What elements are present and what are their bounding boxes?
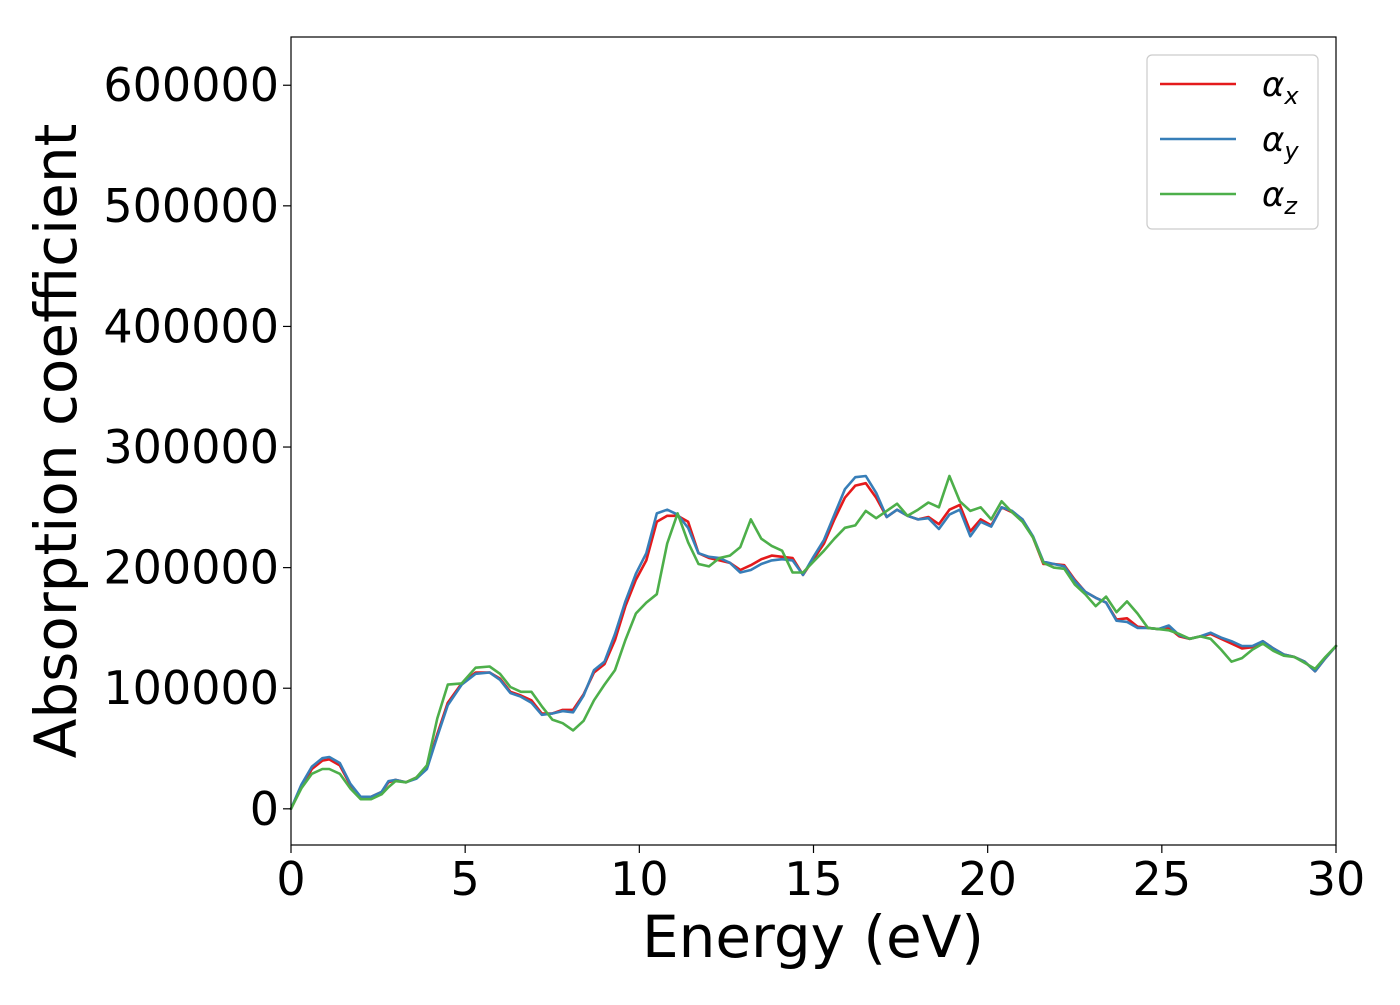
- x-tick-label: 10: [610, 852, 669, 906]
- x-tick-label: 5: [451, 852, 480, 906]
- x-tick-label: 25: [1133, 852, 1192, 906]
- x-tick-label: 20: [958, 852, 1017, 906]
- y-tick-label: 100000: [103, 661, 279, 715]
- series-line-z: [289, 474, 1338, 811]
- y-axis-label: Absorption coefficient: [22, 124, 90, 759]
- x-tick-label: 30: [1307, 852, 1366, 906]
- y-tick-label: 300000: [103, 420, 279, 474]
- y-tick-label: 600000: [103, 58, 279, 112]
- x-axis: 0 5 10 15 20 25 30: [276, 845, 1365, 906]
- x-tick-label: 15: [784, 852, 843, 906]
- y-tick-label: 500000: [103, 179, 279, 233]
- x-tick-label: 0: [276, 852, 305, 906]
- series-layer: [289, 474, 1338, 811]
- x-axis-label: Energy (eV): [642, 903, 984, 971]
- y-tick-label: 400000: [103, 299, 279, 353]
- y-tick-label: 0: [250, 782, 279, 836]
- legend-box: [1146, 54, 1319, 230]
- y-axis: 0 100000 200000 300000 400000 500000 600000: [103, 58, 291, 836]
- series-line-y: [289, 474, 1338, 811]
- y-tick-label: 200000: [103, 541, 279, 595]
